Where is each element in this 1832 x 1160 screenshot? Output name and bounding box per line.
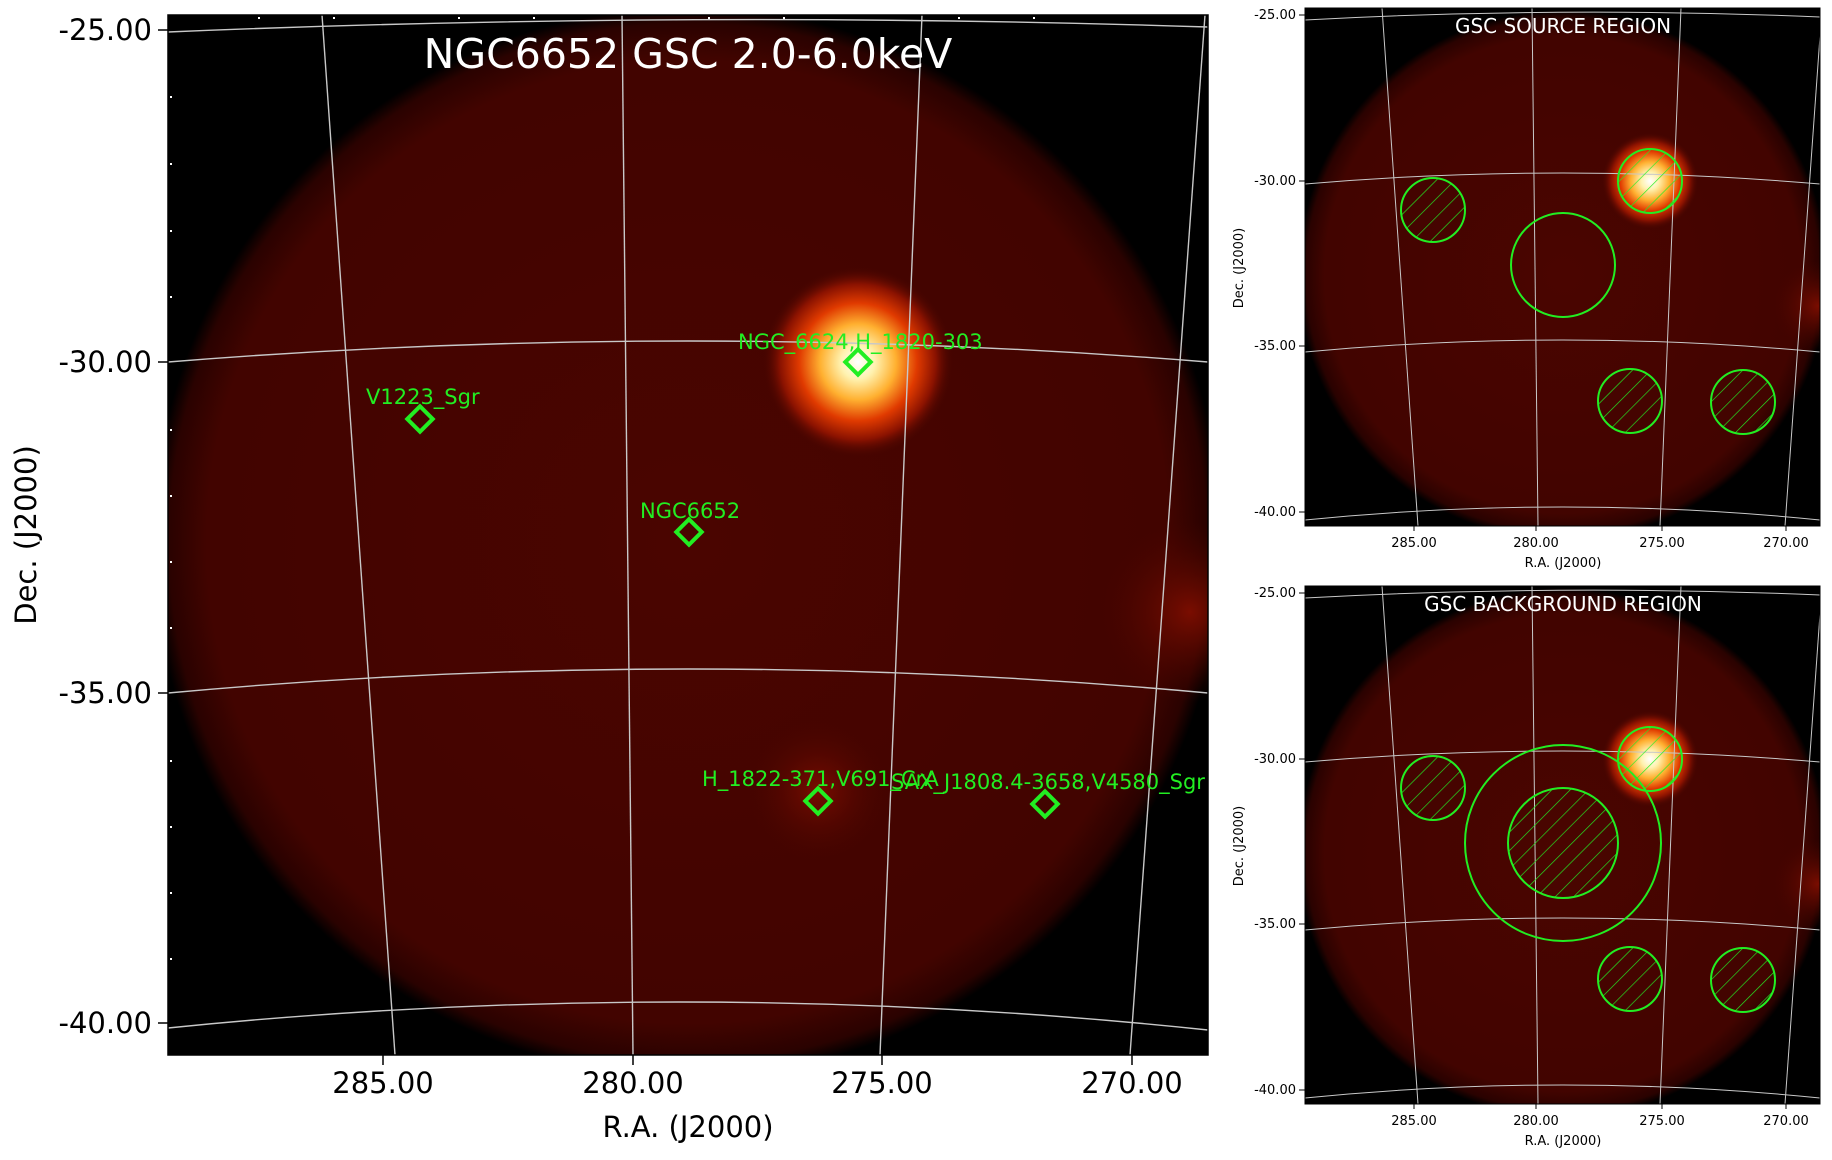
- bg-ytick-3: -35.00: [1254, 917, 1296, 932]
- main-ylabel: Dec. (J2000): [9, 445, 43, 625]
- source-label-h1822: H_1822-371,V691_CrA: [702, 767, 939, 792]
- background-region-panel: GSC BACKGROUND REGION -25.00 -30.00 -35.…: [1230, 578, 1832, 1156]
- src-source-region: [1510, 212, 1616, 318]
- bg-exclusion-region-1: [1617, 726, 1683, 792]
- background-panel-title: GSC BACKGROUND REGION: [1424, 592, 1702, 616]
- source-label-sax-j1808: SAX_J1808.4-3658,V4580_Sgr: [891, 770, 1205, 795]
- src-ytick-3: -35.00: [1254, 339, 1296, 354]
- source-label-ngc6652: NGC6652: [640, 499, 740, 523]
- source-label-v1223-sgr: V1223_Sgr: [366, 385, 480, 410]
- main-ytick-4: -40.00: [59, 1006, 153, 1040]
- main-title: NGC6652 GSC 2.0-6.0keV: [424, 30, 953, 78]
- main-xlabel: R.A. (J2000): [602, 1110, 773, 1144]
- source-panel-title: GSC SOURCE REGION: [1455, 14, 1671, 38]
- main-ytick-3: -35.00: [59, 676, 153, 710]
- bg-exclusion-region-2: [1400, 755, 1466, 821]
- main-image-svg: NGC_6624,H_1820-303 V1223_Sgr NGC6652 H_…: [9, 13, 1209, 1144]
- src-ylabel: Dec. (J2000): [1232, 228, 1247, 308]
- bg-xtick-2: 280.00: [1513, 1114, 1559, 1129]
- source-region-svg: GSC SOURCE REGION -25.00 -30.00 -35.00 -…: [1232, 7, 1821, 571]
- source-marker-ngc6652: [673, 516, 705, 548]
- bg-ytick-2: -30.00: [1254, 752, 1296, 767]
- main-image-panel: NGC_6624,H_1820-303 V1223_Sgr NGC6652 H_…: [9, 13, 1209, 1144]
- src-exclusion-region-1: [1617, 148, 1683, 214]
- bg-ytick-4: -40.00: [1254, 1083, 1296, 1098]
- src-xtick-1: 285.00: [1391, 536, 1437, 551]
- bg-annulus-outer: [1464, 744, 1662, 942]
- source-marker-sax-j1808: [1029, 788, 1061, 820]
- bg-exclusion-center: [1507, 787, 1619, 899]
- bg-exclusion-region-3: [1597, 946, 1663, 1012]
- background-region-svg: GSC BACKGROUND REGION -25.00 -30.00 -35.…: [1232, 585, 1821, 1149]
- bg-exclusion-region-4: [1710, 947, 1776, 1013]
- src-xtick-4: 270.00: [1763, 536, 1809, 551]
- source-marker-ngc6624: [842, 346, 874, 378]
- bg-xtick-3: 275.00: [1639, 1114, 1685, 1129]
- src-xtick-2: 280.00: [1513, 536, 1559, 551]
- src-ytick-4: -40.00: [1254, 505, 1296, 520]
- source-region-panel: GSC SOURCE REGION -25.00 -30.00 -35.00 -…: [1230, 0, 1832, 578]
- source-marker-v1223-sgr: [404, 403, 436, 435]
- bg-ylabel: Dec. (J2000): [1232, 806, 1247, 886]
- source-label-ngc6624: NGC_6624,H_1820-303: [738, 330, 983, 355]
- src-exclusion-region-2: [1400, 177, 1466, 243]
- main-xtick-4: 270.00: [1081, 1066, 1182, 1100]
- main-xtick-3: 275.00: [831, 1066, 932, 1100]
- main-ytick-1: -25.00: [59, 13, 153, 47]
- bg-xlabel: R.A. (J2000): [1525, 1134, 1602, 1149]
- source-marker-h1822: [802, 785, 834, 817]
- bg-xtick-1: 285.00: [1391, 1114, 1437, 1129]
- src-xlabel: R.A. (J2000): [1525, 556, 1602, 571]
- src-exclusion-region-3: [1597, 368, 1663, 434]
- src-ytick-2: -30.00: [1254, 174, 1296, 189]
- bg-ytick-1: -25.00: [1254, 586, 1296, 601]
- main-xtick-2: 280.00: [582, 1066, 683, 1100]
- bg-xtick-4: 270.00: [1763, 1114, 1809, 1129]
- src-exclusion-region-4: [1710, 369, 1776, 435]
- main-xtick-1: 285.00: [332, 1066, 433, 1100]
- main-ytick-2: -30.00: [59, 345, 153, 379]
- src-xtick-3: 275.00: [1639, 536, 1685, 551]
- src-ytick-1: -25.00: [1254, 8, 1296, 23]
